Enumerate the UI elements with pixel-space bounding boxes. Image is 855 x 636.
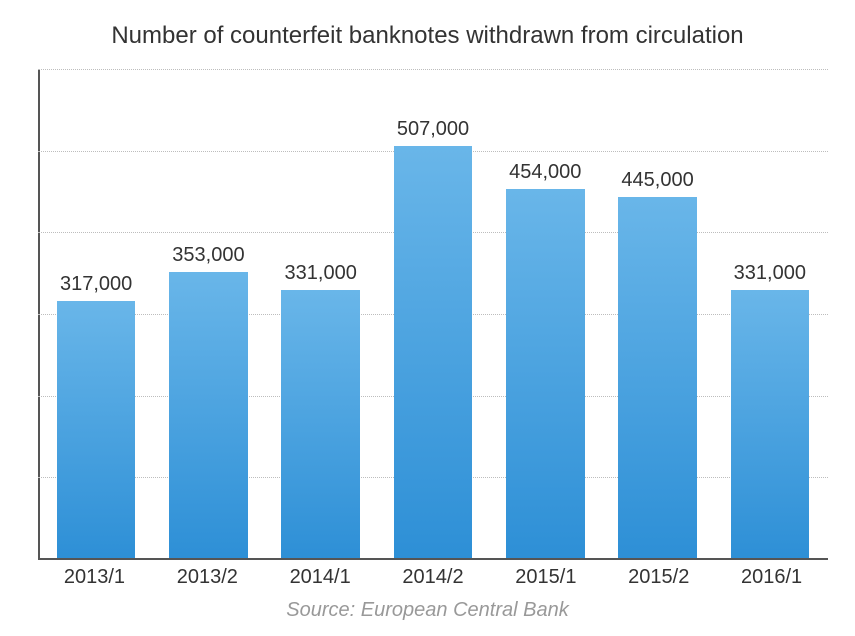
x-axis-labels: 2013/12013/22014/12014/22015/12015/22016… [38,566,828,589]
bar: 454,000 [506,189,585,560]
x-axis-label: 2013/1 [38,566,151,589]
bar-value-label: 317,000 [60,273,132,296]
x-axis-label: 2016/1 [715,566,828,589]
x-axis-label: 2013/2 [151,566,264,589]
bars-container: 317,000 353,000 331,000 507,000 454,000 445,0… [38,70,828,560]
x-axis-label: 2014/1 [264,566,377,589]
bar-slot: 317,000 [40,70,152,560]
bar-value-label: 445,000 [621,169,693,192]
bar-value-label: 331,000 [734,262,806,285]
bar: 331,000 [281,290,360,560]
x-axis-label: 2015/2 [602,566,715,589]
plot-area: 317,000 353,000 331,000 507,000 454,000 445,0… [38,70,828,560]
bar-slot: 331,000 [714,70,826,560]
counterfeit-banknotes-chart: Number of counterfeit banknotes withdraw… [0,0,855,636]
bar: 353,000 [169,272,248,560]
bar: 507,000 [394,146,473,560]
x-axis-label: 2014/2 [377,566,490,589]
bar-slot: 445,000 [601,70,713,560]
chart-title: Number of counterfeit banknotes withdraw… [0,22,855,50]
bar-value-label: 331,000 [285,262,357,285]
x-axis-label: 2015/1 [489,566,602,589]
bar-slot: 353,000 [152,70,264,560]
x-axis-line [38,558,828,560]
bar: 445,000 [618,197,697,560]
bar-value-label: 454,000 [509,161,581,184]
bar-slot: 507,000 [377,70,489,560]
bar-slot: 454,000 [489,70,601,560]
bar-value-label: 507,000 [397,118,469,141]
chart-source: Source: European Central Bank [0,599,855,622]
bar: 317,000 [57,301,136,560]
bar: 331,000 [731,290,810,560]
bar-slot: 331,000 [265,70,377,560]
bar-value-label: 353,000 [172,244,244,267]
